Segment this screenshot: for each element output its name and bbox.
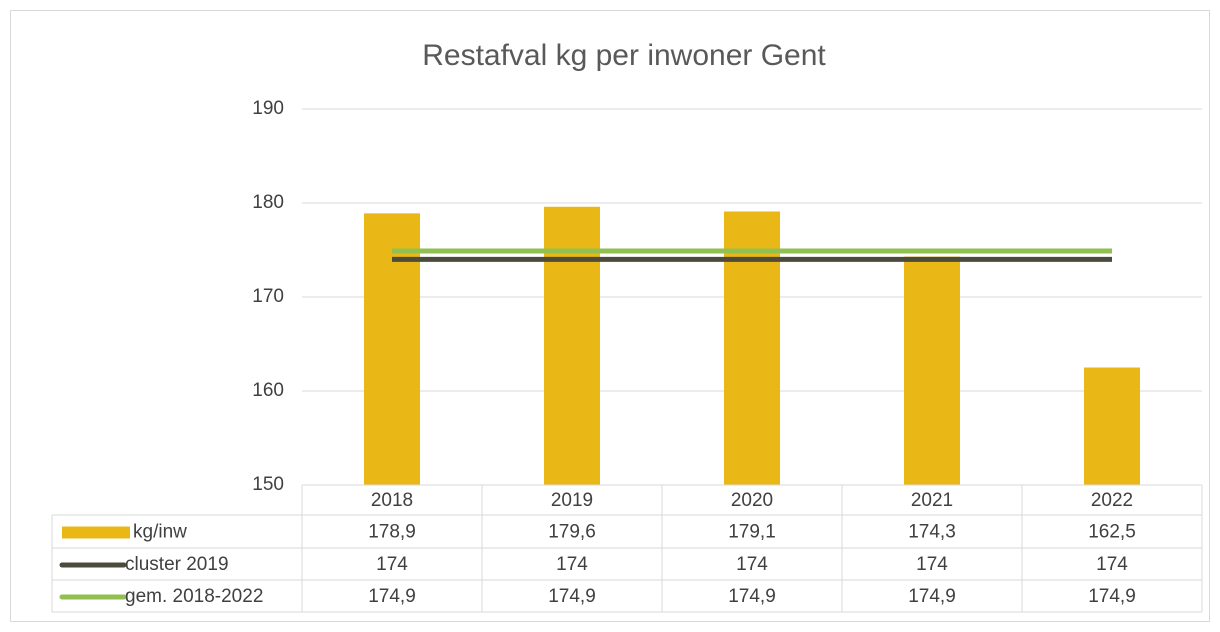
data-table-value: 174	[916, 554, 948, 575]
data-table-value: 174	[376, 554, 408, 575]
y-tick-label: 170	[252, 286, 284, 307]
bar	[364, 213, 420, 485]
chart-title: Restafval kg per inwoner Gent	[422, 39, 826, 72]
x-tick-label: 2018	[371, 490, 413, 511]
y-tick-label: 160	[252, 380, 284, 401]
x-tick-label: 2022	[1091, 490, 1133, 511]
x-tick-label: 2020	[731, 490, 773, 511]
data-table-value: 162,5	[1088, 522, 1136, 543]
data-table-value: 174,9	[548, 586, 596, 607]
data-table-value: 174,9	[368, 586, 416, 607]
y-tick-label: 180	[252, 192, 284, 213]
y-tick-label: 150	[252, 474, 284, 495]
x-tick-label: 2021	[911, 490, 953, 511]
x-tick-label: 2019	[551, 490, 593, 511]
data-table-value: 174,9	[908, 586, 956, 607]
bar	[1084, 367, 1140, 485]
data-table-value: 179,6	[548, 522, 596, 543]
data-table-value: 174,9	[728, 586, 776, 607]
data-table-value: 174	[1096, 554, 1128, 575]
data-table-value: 178,9	[368, 522, 416, 543]
data-table-value: 174	[736, 554, 768, 575]
legend-label: cluster 2019	[125, 554, 229, 575]
data-table-value: 174,9	[1088, 586, 1136, 607]
data-table-value: 179,1	[728, 522, 776, 543]
legend-label: gem. 2018-2022	[125, 586, 263, 607]
chart-border	[10, 10, 1210, 622]
legend-label: kg/inw	[133, 522, 187, 543]
data-table-value: 174	[556, 554, 588, 575]
y-tick-label: 190	[252, 98, 284, 119]
legend-swatch	[62, 526, 130, 539]
data-table-value: 174,3	[908, 522, 956, 543]
bar	[904, 256, 960, 485]
